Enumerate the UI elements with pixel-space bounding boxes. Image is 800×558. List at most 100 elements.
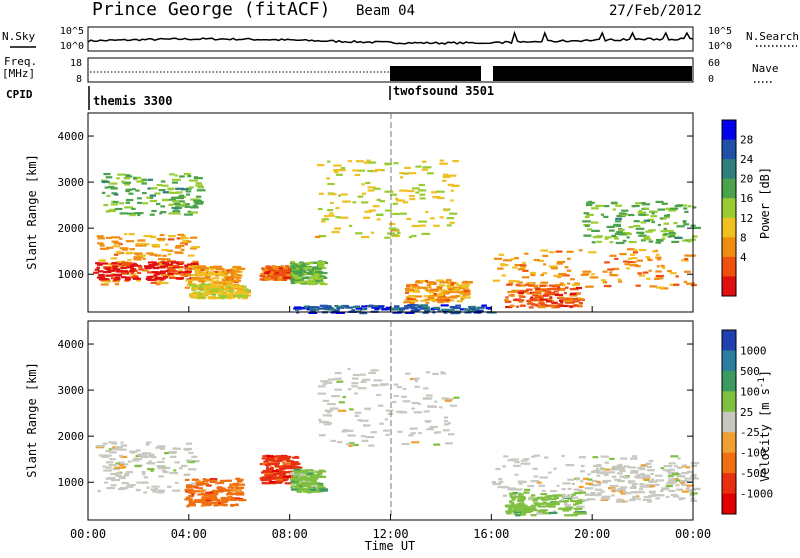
data-cell-4-73 [318,418,322,421]
data-cell-0-109 [156,491,165,494]
data-cell-0-134 [160,281,169,285]
data-cell-7-77 [439,159,444,162]
data-cell-5-110 [221,295,229,298]
data-cell-3-123 [259,278,267,281]
data-cell-6-132 [563,495,571,498]
data-cell-0-114 [150,469,154,472]
data-cell-12-97 [376,305,380,308]
data-cell-7-66 [411,224,421,228]
data-cell-5-69 [618,490,626,493]
data-cell-0-53 [175,251,184,254]
data-cell-1-39 [217,481,222,485]
data-cell-0-139 [170,451,177,454]
data-cell-7-96 [681,472,690,475]
data-cell-4-6 [317,385,326,388]
data-cell-9-49 [564,266,569,269]
data-cell-4-121 [338,401,345,404]
data-cell-5-64 [630,457,638,460]
data-cell-6-64 [119,212,128,215]
data-cell-2-1 [219,274,228,277]
data-cell-6-131 [192,204,198,207]
data-cell-3-84 [316,484,324,487]
data-cell-5-103 [636,476,645,479]
data-cell-1-125 [221,497,229,500]
data-cell-4-90 [387,412,394,415]
data-cell-8-132 [429,298,436,301]
data-cell-7-101 [668,489,676,492]
data-cell-9-87 [626,267,630,270]
data-cell-2-139 [214,280,220,283]
data-cell-9-28 [628,261,636,264]
data-cell-0-86 [162,471,169,474]
data-cell-11-84 [591,221,599,224]
data-cell-7-3 [337,169,346,172]
data-cell-10-34 [557,303,564,306]
data-cell-5-115 [198,292,206,295]
data-cell-8-39 [446,284,453,287]
data-cell-7-20 [681,483,687,486]
data-cell-8-64 [412,285,420,288]
data-cell-9-1 [516,281,523,284]
data-cell-1-90 [201,489,207,492]
data-cell-10-127 [504,299,509,302]
data-cell-0-96 [117,487,126,491]
data-cell-2-114 [198,268,205,271]
data-cell-1-70 [236,483,246,486]
data-cell-12-83 [371,306,377,309]
data-cell-7-42 [602,481,608,484]
data-cell-5-106 [507,459,514,462]
data-cell-4-119 [298,268,304,271]
data-cell-3-79 [271,265,276,268]
data-cell-6-84 [188,179,198,182]
data-cell-0-75 [146,252,154,255]
data-cell-7-48 [327,209,334,212]
data-cell-7-40 [395,199,400,202]
data-cell-7-38 [585,482,594,485]
colorbar-swatch-6 [722,237,736,258]
colorbar-swatch-1 [722,350,736,372]
data-cell-8-139 [461,286,469,289]
data-cell-1-136 [165,263,172,266]
colorbar-swatch-4 [722,411,736,433]
data-cell-0-39 [129,273,137,276]
data-cell-11-33 [609,241,614,244]
data-cell-7-135 [328,193,337,196]
data-cell-3-138 [273,273,282,276]
data-cell-4-77 [448,433,455,436]
data-cell-9-103 [673,283,680,286]
data-cell-7-109 [667,480,676,483]
data-cell-12-116 [485,307,492,310]
data-cell-3-72 [260,272,265,276]
data-cell-0-98 [166,485,172,488]
data-cell-9-9 [684,270,691,273]
data-cell-9-36 [570,278,575,281]
data-cell-11-99 [676,225,685,228]
data-cell-7-122 [605,495,611,498]
data-cell-1-14 [206,484,212,487]
data-cell-6-42 [149,213,155,216]
data-cell-4-139 [297,263,301,266]
data-cell-6-122 [545,504,551,507]
data-cell-10-117 [543,293,551,296]
data-cell-5-117 [498,480,504,484]
data-cell-0-127 [137,458,142,461]
data-cell-7-93 [629,486,637,489]
data-cell-12-114 [351,309,356,312]
data-cell-2-133 [213,266,222,269]
data-cell-12-3 [359,312,368,315]
data-cell-1-66 [209,495,215,498]
data-cell-4-128 [305,267,312,270]
data-cell-12-106 [310,310,315,313]
data-cell-7-6 [415,191,419,194]
data-cell-8-34 [424,298,431,301]
data-cell-9-78 [638,249,647,252]
data-cell-5-90 [235,291,244,295]
data-cell-1-61 [238,499,244,502]
data-cell-11-123 [595,204,604,207]
data-cell-6-98 [547,497,552,500]
data-cell-0-95 [165,243,169,246]
data-cell-2-119 [221,270,226,273]
data-cell-7-24 [685,487,689,491]
data-cell-4-65 [432,372,439,375]
